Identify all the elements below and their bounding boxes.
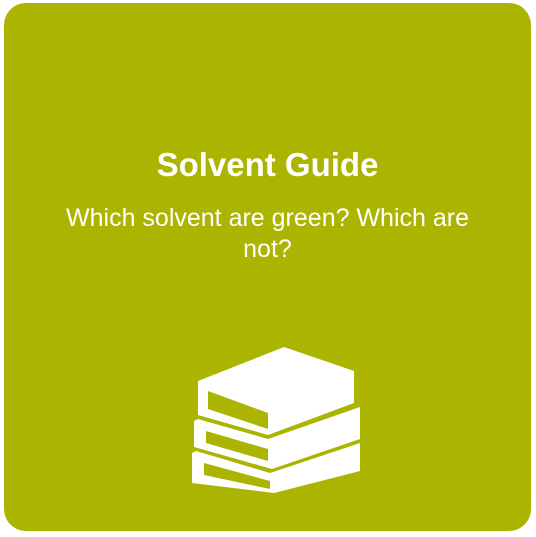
book-middle (194, 407, 360, 469)
book-bottom (192, 443, 360, 493)
card-description: Which solvent are green? Which are not? (66, 204, 469, 263)
card-title: Solvent Guide (156, 146, 379, 183)
solvent-guide-card[interactable]: Solvent Guide Which solvent are green? W… (4, 3, 531, 531)
book-top (198, 347, 354, 435)
books-icon (192, 347, 360, 493)
